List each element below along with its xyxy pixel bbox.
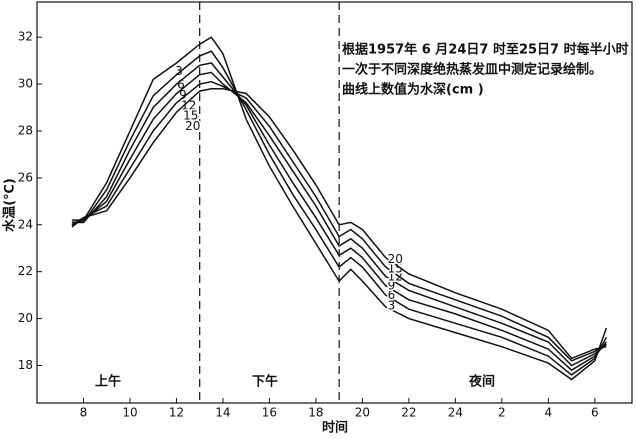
series-label: 6	[177, 78, 185, 92]
series-label: 12	[388, 269, 403, 283]
x-tick-label: 16	[262, 406, 277, 420]
x-tick-label: 2	[498, 406, 506, 420]
series-label: 3	[388, 298, 396, 312]
series-label: 15	[183, 109, 198, 123]
x-tick-label: 20	[355, 406, 370, 420]
series-line	[71, 80, 607, 362]
annotation: 一次于不同深度绝热蒸发皿中测定记录绘制。	[342, 62, 602, 78]
x-tick-label: 8	[80, 406, 88, 420]
series-line	[71, 71, 607, 367]
x-tick-label: 4	[545, 406, 553, 420]
x-tick-label: 18	[308, 406, 323, 420]
series-line	[71, 36, 608, 381]
period-label: 夜间	[468, 374, 495, 390]
x-tick-label: 22	[401, 406, 416, 420]
x-tick-label: 6	[591, 406, 599, 420]
series-label: 12	[181, 98, 196, 112]
series-line	[71, 88, 607, 360]
plot-frame	[36, 1, 633, 404]
series-label: 15	[388, 261, 403, 275]
x-tick-label: 10	[122, 406, 137, 420]
y-tick-label: 18	[18, 358, 33, 372]
y-tick-label: 30	[18, 77, 33, 91]
y-tick-label: 20	[18, 311, 33, 325]
y-tick-label: 28	[18, 123, 33, 137]
y-tick-label: 22	[18, 264, 33, 278]
series-label: 9	[179, 88, 187, 102]
x-tick-label: 12	[169, 406, 184, 420]
series-label: 20	[185, 119, 200, 133]
series-label: 6	[388, 288, 396, 302]
series-label: 20	[388, 252, 403, 266]
series-line	[71, 50, 608, 376]
series-label: 9	[388, 279, 396, 293]
x-tick-label: 14	[215, 406, 230, 420]
period-label: 上午	[95, 374, 121, 390]
period-label: 下午	[252, 374, 278, 390]
x-tick-label: 24	[448, 406, 463, 420]
y-tick-label: 24	[18, 217, 33, 231]
annotation: 曲线上数值为水深(cm )	[342, 82, 484, 98]
series-line	[71, 62, 607, 372]
annotation: 根据1957年 6 月24日7 时至25日7 时每半小时	[342, 42, 629, 58]
y-tick-label: 26	[18, 170, 33, 184]
x-axis-label: 时间	[322, 420, 348, 436]
y-axis-label: 水温(℃)	[2, 178, 18, 232]
series-label: 3	[175, 64, 183, 78]
y-tick-label: 32	[18, 30, 33, 44]
